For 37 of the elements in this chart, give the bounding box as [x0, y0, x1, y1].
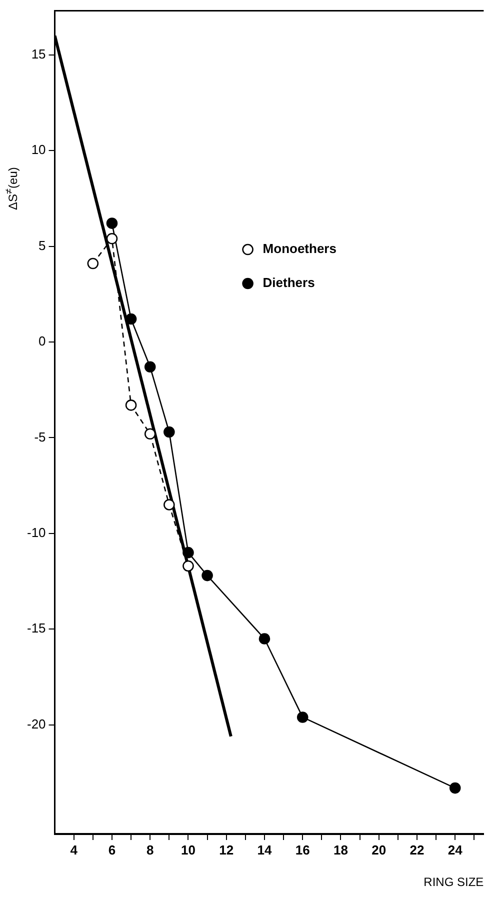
x-tick-label: 14: [257, 842, 272, 858]
point: [164, 426, 175, 438]
point: [106, 232, 118, 244]
point: [182, 546, 194, 558]
y-tick-label: -10: [26, 525, 46, 540]
point: [182, 560, 194, 572]
y-tick-label: 15: [31, 46, 46, 62]
x-tick-label: 20: [372, 842, 386, 858]
legend-label: Diethers: [262, 275, 315, 290]
legend-label: Monoethers: [262, 241, 336, 256]
x-tick-label: 18: [333, 842, 348, 858]
x-axis-title: RING SIZE: [424, 875, 484, 890]
point: [106, 218, 118, 229]
point: [164, 499, 175, 510]
y-tick-label: -15: [26, 620, 46, 636]
y-tick-label: -5: [34, 429, 46, 444]
y-tick-label: 5: [38, 238, 46, 253]
point: [125, 400, 137, 411]
y-tick-label: 10: [31, 142, 46, 158]
point: [202, 570, 213, 582]
x-tick-label: 6: [108, 842, 116, 858]
x-tick-label: 24: [448, 842, 464, 858]
point: [144, 361, 156, 373]
x-tick-label: 8: [146, 842, 154, 858]
x-tick-label: 16: [295, 842, 310, 858]
y-tick-label: 0: [38, 334, 46, 349]
point: [296, 712, 308, 723]
x-tick-label: 22: [410, 842, 424, 858]
point: [87, 258, 99, 270]
x-tick-label: 10: [180, 842, 196, 858]
point: [144, 428, 156, 440]
x-tick-label: 12: [219, 842, 234, 858]
x-tick-label: 4: [70, 842, 78, 858]
point: [258, 633, 270, 644]
y-tick-label: -20: [26, 716, 46, 732]
point: [449, 782, 461, 794]
point: [125, 313, 137, 325]
